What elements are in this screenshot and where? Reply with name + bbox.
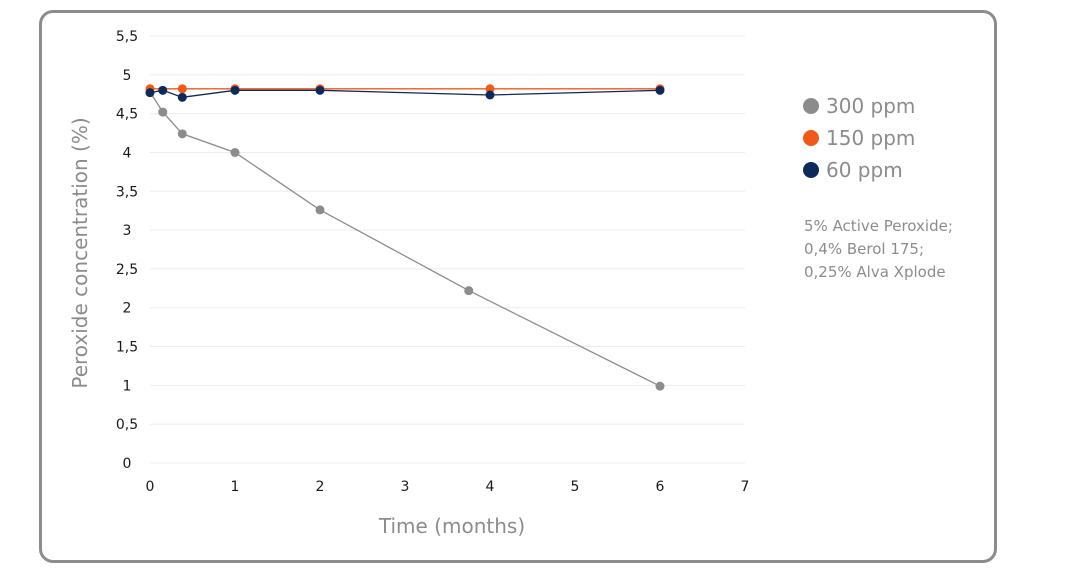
data-point-300ppm-5[interactable] [464,286,474,296]
y-tick-label: 3,5 [116,184,138,200]
y-tick-label: 1,5 [116,340,138,356]
data-point-300ppm-4[interactable] [315,205,325,215]
legend: 300 ppm 150 ppm 60 ppm [803,90,915,186]
legend-label-60ppm: 60 ppm [826,158,903,182]
legend-marker-150ppm [803,130,819,146]
data-point-60ppm-5[interactable] [485,90,495,100]
chart-frame [39,10,997,563]
y-tick-label: 2,5 [116,262,138,278]
y-tick-label: 0 [123,456,132,472]
y-tick-label: 5,5 [116,29,138,45]
y-tick-label: 5 [123,68,132,84]
series-line-300ppm [149,91,661,387]
data-point-150ppm-1[interactable] [177,84,187,94]
data-point-60ppm-0[interactable] [145,88,155,98]
legend-marker-300ppm [803,98,819,114]
x-tick-label: 3 [401,479,410,495]
x-tick-labels: 0 1 2 3 4 5 6 7 [146,479,750,495]
data-point-300ppm-1[interactable] [158,107,168,117]
x-tick-label: 4 [486,479,495,495]
y-tick-label: 0,5 [116,417,138,433]
x-tick-label: 5 [571,479,580,495]
series-lines [149,88,661,387]
legend-label-150ppm: 150 ppm [826,126,916,150]
note-line-2: 0,4% Berol 175; [804,240,925,258]
y-axis-title: Peroxide concentration (%) [68,117,92,388]
y-tick-labels: 0 0,5 1 1,5 2 2,5 3 3,5 4 4,5 5 5,5 [116,29,138,472]
legend-item-150ppm[interactable]: 150 ppm [803,122,915,154]
series-points [145,84,665,391]
note-line-3: 0,25% Alva Xplode [804,263,946,281]
data-point-60ppm-6[interactable] [655,85,665,95]
x-tick-label: 2 [316,479,325,495]
data-point-150ppm-4[interactable] [485,84,495,94]
legend-label-300ppm: 300 ppm [826,94,916,118]
data-point-300ppm-3[interactable] [230,147,240,157]
data-point-60ppm-4[interactable] [315,85,325,95]
series-line-60ppm [149,89,661,98]
x-tick-label: 0 [146,479,155,495]
data-point-60ppm-1[interactable] [158,85,168,95]
data-point-300ppm-2[interactable] [177,129,187,139]
note-line-1: 5% Active Peroxide; [804,217,953,235]
x-tick-label: 7 [741,479,750,495]
x-tick-label: 6 [656,479,665,495]
formulation-note: 5% Active Peroxide; 0,4% Berol 175; 0,25… [804,215,953,284]
x-tick-label: 1 [231,479,240,495]
y-tick-label: 1 [123,378,132,394]
x-axis-title: Time (months) [378,514,525,538]
data-point-60ppm-2[interactable] [177,92,187,102]
legend-marker-60ppm [803,162,819,178]
legend-item-60ppm[interactable]: 60 ppm [803,154,915,186]
y-tick-label: 4,5 [116,107,138,123]
data-point-300ppm-6[interactable] [655,381,665,391]
y-tick-label: 2 [123,301,132,317]
data-point-60ppm-3[interactable] [230,85,240,95]
y-tick-label: 3 [123,223,132,239]
gridlines [150,35,745,464]
y-tick-label: 4 [123,145,132,161]
legend-item-300ppm[interactable]: 300 ppm [803,90,915,122]
